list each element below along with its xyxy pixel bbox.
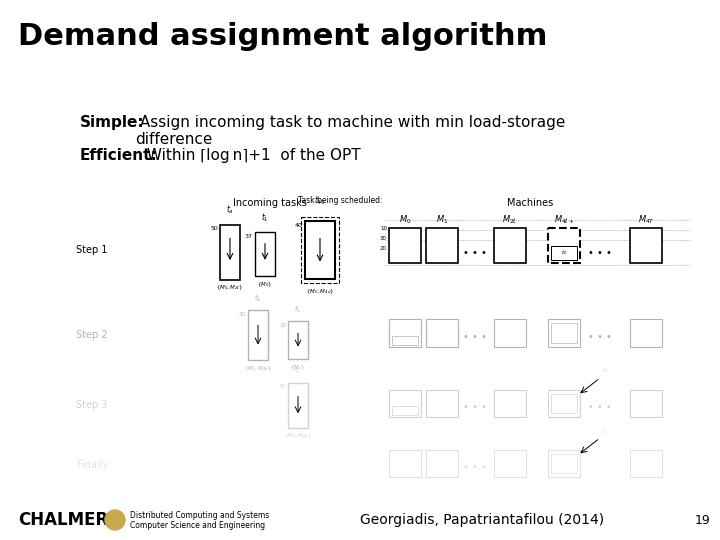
Text: Georgiadis, Papatriantafilou (2014): Georgiadis, Papatriantafilou (2014) bbox=[360, 513, 604, 527]
Bar bbox=[426, 450, 458, 477]
Text: $M_1$: $M_1$ bbox=[436, 213, 448, 226]
Text: Incoming tasks: Incoming tasks bbox=[233, 198, 307, 208]
Bar bbox=[389, 390, 421, 417]
Text: • • •: • • • bbox=[463, 402, 487, 412]
Bar bbox=[494, 390, 526, 417]
Bar bbox=[426, 319, 458, 347]
Text: $t_1$: $t_1$ bbox=[261, 212, 269, 224]
Text: Distributed Computing and Systems: Distributed Computing and Systems bbox=[130, 510, 269, 519]
Bar bbox=[255, 232, 275, 276]
Text: $\{M_0\}$: $\{M_0\}$ bbox=[257, 280, 273, 289]
Bar bbox=[630, 319, 662, 347]
Bar bbox=[551, 394, 577, 413]
Bar bbox=[548, 319, 580, 347]
Text: $t_a$: $t_a$ bbox=[226, 204, 234, 217]
Bar bbox=[551, 323, 577, 343]
Text: $t_{40}$: $t_{40}$ bbox=[314, 194, 325, 207]
Bar bbox=[392, 336, 418, 345]
Text: $t_1$: $t_1$ bbox=[254, 293, 261, 304]
Bar bbox=[248, 310, 268, 360]
Bar bbox=[548, 450, 580, 477]
Bar bbox=[551, 246, 577, 260]
Text: • • •: • • • bbox=[463, 462, 487, 472]
Text: • • •: • • • bbox=[463, 248, 487, 258]
Bar bbox=[630, 450, 662, 477]
Text: $M_0$: $M_0$ bbox=[399, 213, 411, 226]
Bar bbox=[548, 390, 580, 417]
Text: 37: 37 bbox=[245, 234, 253, 239]
Bar bbox=[305, 221, 335, 279]
Text: • • •: • • • bbox=[588, 332, 612, 342]
Bar bbox=[220, 225, 240, 280]
Text: Simple:: Simple: bbox=[80, 115, 145, 130]
Bar bbox=[548, 228, 580, 263]
Text: Assign incoming task to machine with min load-storage
difference: Assign incoming task to machine with min… bbox=[135, 115, 565, 147]
Bar bbox=[301, 217, 339, 283]
Text: $t_1$: $t_1$ bbox=[294, 365, 302, 376]
Bar bbox=[630, 390, 662, 417]
Text: $\{M_c,M_{4d}\}$: $\{M_c,M_{4d}\}$ bbox=[244, 364, 272, 373]
Bar bbox=[630, 228, 662, 263]
Text: 10: 10 bbox=[279, 323, 286, 328]
Text: Finally: Finally bbox=[77, 460, 108, 470]
Text: Machines: Machines bbox=[507, 198, 553, 208]
Text: $t_1$: $t_1$ bbox=[602, 427, 609, 436]
Text: CHALMERS: CHALMERS bbox=[18, 511, 120, 529]
Bar bbox=[426, 228, 458, 263]
Text: $t_0$: $t_0$ bbox=[561, 248, 567, 258]
Text: $t_1$: $t_1$ bbox=[294, 304, 302, 315]
Text: Within ⌈log n⌉+1  of the OPT: Within ⌈log n⌉+1 of the OPT bbox=[142, 148, 361, 163]
Bar bbox=[494, 319, 526, 347]
Text: • • •: • • • bbox=[588, 402, 612, 412]
Text: Step 1: Step 1 bbox=[76, 245, 108, 255]
Text: $\{M_c\}$: $\{M_c\}$ bbox=[290, 363, 306, 372]
Bar bbox=[551, 454, 577, 473]
Text: $t_1$: $t_1$ bbox=[602, 366, 609, 375]
Text: $\{M_0,M_{2\ell}\}$: $\{M_0,M_{2\ell}\}$ bbox=[216, 284, 244, 292]
Text: • • •: • • • bbox=[463, 332, 487, 342]
Text: $M_{4T}$: $M_{4T}$ bbox=[637, 213, 654, 226]
Text: Step 3: Step 3 bbox=[76, 400, 108, 410]
Bar bbox=[288, 321, 308, 359]
Bar bbox=[389, 450, 421, 477]
Text: 30: 30 bbox=[239, 312, 246, 317]
Text: $M_{2\ell}$: $M_{2\ell}$ bbox=[503, 213, 518, 226]
Bar bbox=[426, 390, 458, 417]
Text: 30: 30 bbox=[279, 384, 286, 389]
Text: 10: 10 bbox=[380, 226, 387, 231]
Text: Demand assignment algorithm: Demand assignment algorithm bbox=[18, 22, 547, 51]
Text: Task being scheduled:: Task being scheduled: bbox=[298, 196, 382, 205]
Text: Computer Science and Engineering: Computer Science and Engineering bbox=[130, 522, 265, 530]
Bar bbox=[392, 406, 418, 415]
Text: • • •: • • • bbox=[588, 248, 612, 258]
Bar bbox=[494, 450, 526, 477]
Circle shape bbox=[105, 510, 125, 530]
Text: 19: 19 bbox=[695, 514, 711, 526]
Bar bbox=[494, 228, 526, 263]
Bar bbox=[389, 319, 421, 347]
Text: Efficient:: Efficient: bbox=[80, 148, 158, 163]
Bar bbox=[389, 228, 421, 263]
Text: 30: 30 bbox=[380, 235, 387, 240]
Bar bbox=[288, 382, 308, 428]
Text: 20: 20 bbox=[380, 246, 387, 251]
Text: 50: 50 bbox=[210, 226, 218, 232]
Text: $\{M_C, M_{4d}\}$: $\{M_C, M_{4d}\}$ bbox=[306, 287, 334, 296]
Text: $M_{4\ell+}$: $M_{4\ell+}$ bbox=[554, 213, 575, 226]
Text: $\{M_c,M_{4d}\}$: $\{M_c,M_{4d}\}$ bbox=[284, 431, 312, 440]
Text: 40: 40 bbox=[295, 223, 303, 228]
Text: Step 2: Step 2 bbox=[76, 330, 108, 340]
